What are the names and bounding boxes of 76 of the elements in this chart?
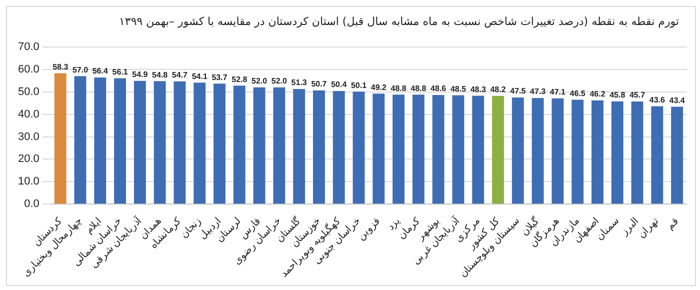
y-tick-label: 30.0 [18, 130, 40, 143]
bar [253, 87, 266, 204]
bar [273, 87, 286, 204]
bar [572, 100, 584, 204]
data-label: 47.1 [550, 88, 566, 97]
bar [372, 94, 385, 204]
data-label: 45.8 [610, 90, 626, 100]
data-label: 56.4 [92, 66, 108, 76]
data-label: 52.0 [271, 76, 288, 86]
data-label: 54.7 [172, 70, 188, 80]
bar [54, 73, 66, 204]
y-tick-label: 20.0 [18, 153, 40, 166]
bar [392, 94, 405, 204]
data-label: 48.5 [450, 84, 467, 94]
y-tick-label: 10.0 [18, 176, 40, 188]
data-label: 47.5 [510, 86, 526, 96]
data-label: 56.1 [112, 67, 128, 76]
bar [432, 95, 444, 204]
data-label: 54.1 [192, 72, 208, 81]
bar [452, 95, 464, 204]
data-label: 48.3 [470, 84, 486, 94]
data-label: 43.4 [669, 96, 686, 105]
y-tick-label: 50.0 [18, 86, 40, 98]
data-label: 48.8 [390, 84, 407, 93]
data-label: 57.0 [72, 65, 89, 74]
data-label: 43.6 [649, 95, 666, 104]
bar [214, 84, 226, 204]
y-tick-label: 70.0 [18, 41, 40, 54]
bar [651, 106, 664, 204]
bar [552, 98, 564, 204]
bar [194, 82, 206, 204]
data-label: 51.3 [291, 78, 308, 88]
data-label: 49.2 [370, 82, 387, 92]
data-label: 50.1 [350, 80, 368, 90]
bar [512, 98, 524, 204]
data-label: 50.4 [331, 80, 348, 90]
data-label: 46.2 [590, 90, 606, 99]
bar [332, 90, 345, 204]
bar [114, 78, 126, 204]
data-label: 46.5 [570, 88, 586, 98]
x-tick-label: یزد [386, 216, 403, 233]
bar [671, 106, 684, 204]
bar [154, 81, 166, 204]
data-label: 52.0 [252, 76, 268, 86]
bar [592, 100, 604, 204]
bar [532, 98, 544, 204]
data-label: 47.3 [530, 87, 546, 96]
data-label: 48.8 [410, 84, 427, 93]
data-label: 54.9 [132, 70, 148, 80]
bar [492, 96, 504, 204]
x-tick-label: قم [664, 216, 682, 232]
y-tick-label: 60.0 [18, 63, 40, 76]
data-label: 53.7 [212, 72, 228, 82]
bar [293, 88, 306, 204]
y-tick-label: 40.0 [18, 108, 40, 120]
bar [412, 94, 424, 204]
data-label: 48.6 [430, 84, 447, 94]
bar [174, 81, 186, 204]
data-label: 52.8 [232, 74, 248, 84]
bar [611, 101, 624, 204]
data-label: 58.3 [52, 62, 69, 72]
bar [352, 92, 365, 204]
bar [313, 90, 325, 204]
data-label: 50.7 [311, 80, 328, 89]
bar [631, 102, 644, 204]
data-label: 54.8 [152, 70, 168, 80]
y-tick-label: 0.0 [24, 198, 40, 210]
bar [233, 86, 246, 204]
bar [472, 96, 484, 204]
data-label: 48.2 [490, 85, 506, 94]
bar [94, 78, 106, 204]
data-label: 45.7 [629, 90, 646, 100]
bar [134, 80, 146, 204]
x-tick-label: البرز [618, 216, 642, 238]
bar [74, 76, 86, 204]
chart-title: تورم نقطه به نقطه (درصد تغییرات شاخص نسبت به ماه مشابه سال قبل) استان کردستان در مقایسه با کشور –بهمن ۱۳۹۹ [119, 15, 679, 28]
